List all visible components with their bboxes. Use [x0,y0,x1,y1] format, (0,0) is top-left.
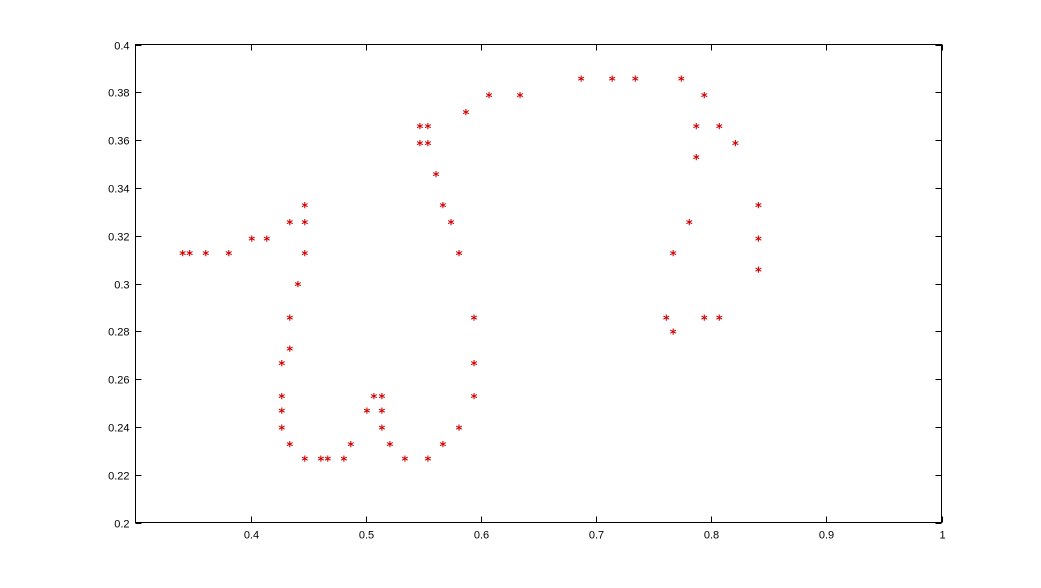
y-tick-label: 0.22 [108,471,129,483]
y-tick-label: 0.36 [108,136,129,148]
data-point: * [278,407,285,422]
data-point: * [463,108,470,123]
data-point: * [278,359,285,374]
data-point: * [301,201,308,216]
x-tick-label: 0.8 [704,530,719,542]
data-point: * [225,249,232,264]
data-point: * [755,234,762,249]
data-point: * [364,407,371,422]
data-point: * [416,139,423,154]
data-point: * [347,440,354,455]
x-tick-label: 0.7 [589,530,604,542]
data-point: * [471,392,478,407]
data-point: * [294,280,301,295]
data-point: * [425,122,432,137]
y-tick-label: 0.38 [108,88,129,100]
data-point: * [301,218,308,233]
data-point: * [440,440,447,455]
data-point: * [578,74,585,89]
data-point: * [517,91,524,106]
x-tick-label: 0.9 [819,530,834,542]
data-point: * [370,392,377,407]
x-tick-label: 1 [939,530,945,542]
y-tick-label: 0.3 [114,280,129,292]
data-point: * [248,234,255,249]
data-point: * [678,74,685,89]
y-tick-label: 0.4 [114,41,129,53]
x-axis: 0.4 0.5 0.6 0.7 0.8 0.9 1 [244,44,946,542]
data-point: * [755,266,762,281]
data-point: * [448,218,455,233]
y-tick-label: 0.34 [108,184,129,196]
data-point: * [301,249,308,264]
data-point: * [301,454,308,469]
data-point: * [732,139,739,154]
x-tick-label: 0.6 [474,530,489,542]
data-series: * * * ** ************** * * **** ***** **********… [179,74,762,469]
plot-area [135,44,942,523]
data-point: * [378,392,385,407]
data-point: * [716,122,723,137]
data-point: * [286,440,293,455]
data-point: * [278,423,285,438]
data-point: * [286,313,293,328]
data-point: * [755,201,762,216]
data-point: * [693,153,700,168]
y-tick-label: 0.28 [108,327,129,339]
data-point: * [456,249,463,264]
data-point: * [701,91,708,106]
y-axis: 0.2 0.22 0.24 0.26 0.28 0.3 0.32 0.34 0.36 0.38 0.… [108,41,942,531]
data-point: * [263,234,270,249]
data-point: * [471,359,478,374]
data-point: * [486,91,493,106]
data-point: * [433,170,440,185]
data-point: * [341,454,348,469]
x-tick-label: 0.4 [244,530,259,542]
data-point: * [693,122,700,137]
y-tick-label: 0.32 [108,232,129,244]
x-tick-label: 0.5 [359,530,374,542]
data-point: * [632,74,639,89]
data-point: * [440,201,447,216]
data-point: * [402,454,409,469]
data-point: * [425,139,432,154]
data-point: * [663,313,670,328]
data-point: * [416,122,423,137]
data-point: * [378,407,385,422]
data-point: * [609,74,616,89]
data-point: * [202,249,209,264]
data-point: * [186,249,193,264]
data-point: * [425,454,432,469]
data-point: * [670,249,677,264]
data-point: * [716,313,723,328]
data-point: * [686,218,693,233]
data-point: * [278,392,285,407]
data-point: * [179,249,186,264]
data-point: * [324,454,331,469]
data-point: * [286,218,293,233]
data-point: * [387,440,394,455]
data-point: * [317,454,324,469]
data-point: * [286,344,293,359]
data-point: * [378,423,385,438]
data-point: * [701,313,708,328]
y-tick-label: 0.24 [108,423,129,435]
y-tick-label: 0.2 [114,519,129,531]
data-point: * [456,423,463,438]
data-point: * [471,313,478,328]
y-tick-label: 0.26 [108,375,129,387]
data-point: * [670,328,677,343]
